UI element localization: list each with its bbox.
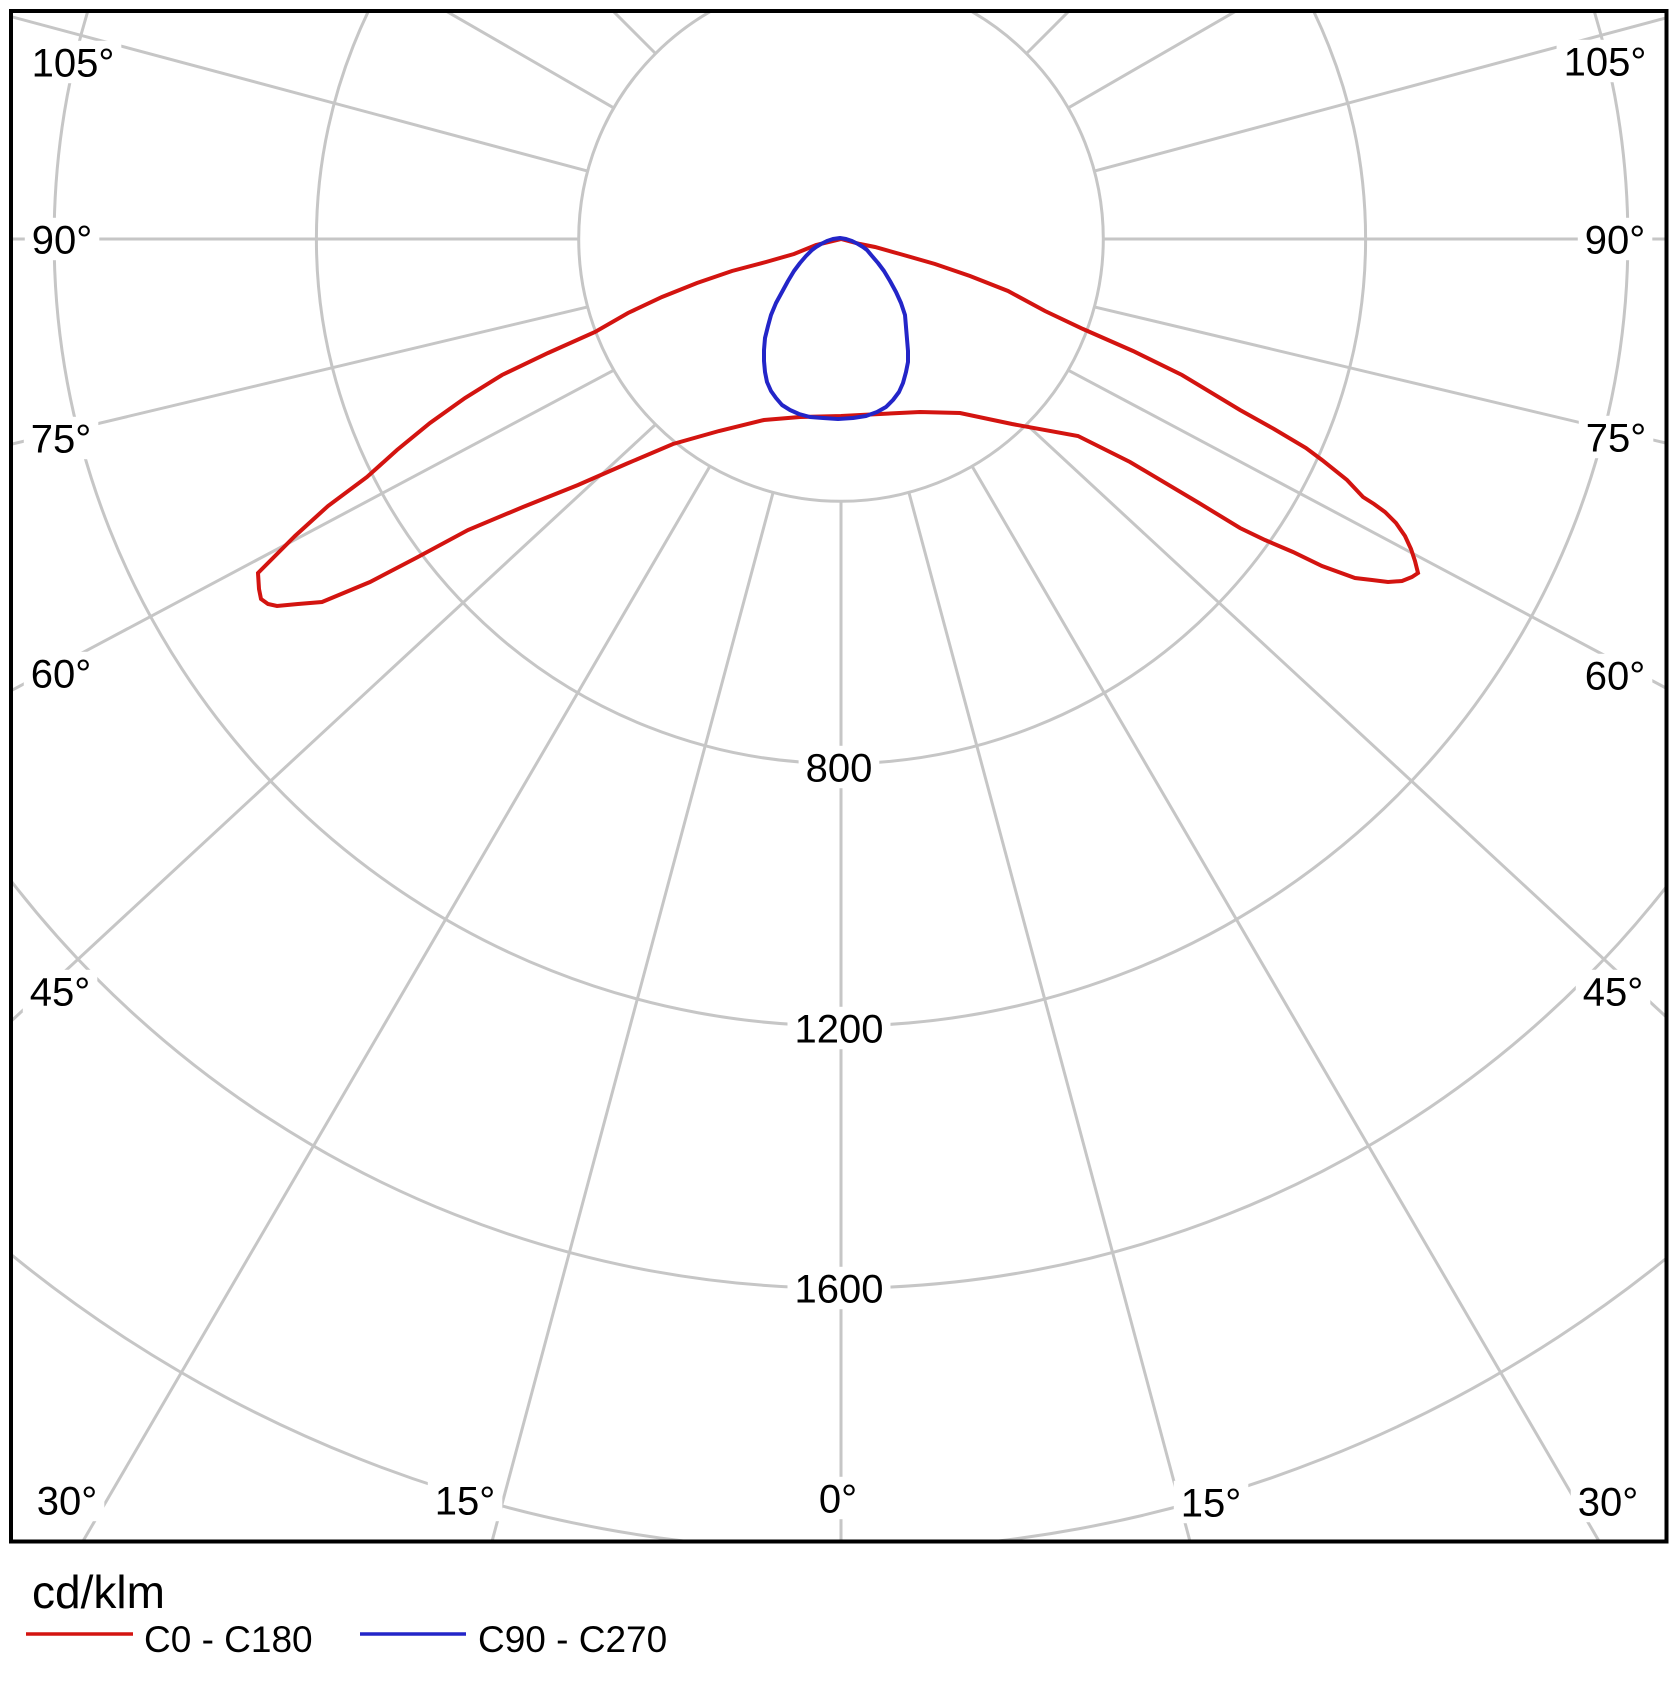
svg-text:90°: 90° [32, 219, 93, 263]
svg-text:30°: 30° [1578, 1481, 1639, 1525]
svg-text:90°: 90° [1585, 219, 1646, 263]
svg-text:105°: 105° [32, 42, 115, 86]
svg-text:75°: 75° [1586, 417, 1647, 461]
svg-text:0°: 0° [819, 1478, 857, 1522]
svg-text:1600: 1600 [795, 1268, 884, 1312]
svg-text:cd/klm: cd/klm [32, 1566, 165, 1618]
svg-text:C90 - C270: C90 - C270 [478, 1619, 667, 1660]
svg-text:30°: 30° [37, 1480, 98, 1524]
svg-text:45°: 45° [30, 971, 91, 1015]
svg-text:60°: 60° [31, 653, 92, 697]
svg-text:1200: 1200 [795, 1008, 884, 1052]
svg-text:800: 800 [806, 747, 873, 791]
svg-text:75°: 75° [31, 418, 92, 462]
svg-text:105°: 105° [1564, 41, 1647, 85]
svg-text:60°: 60° [1585, 655, 1646, 699]
svg-text:45°: 45° [1583, 971, 1644, 1015]
svg-text:C0 - C180: C0 - C180 [144, 1619, 313, 1660]
svg-text:15°: 15° [435, 1480, 496, 1524]
svg-text:15°: 15° [1181, 1482, 1242, 1526]
